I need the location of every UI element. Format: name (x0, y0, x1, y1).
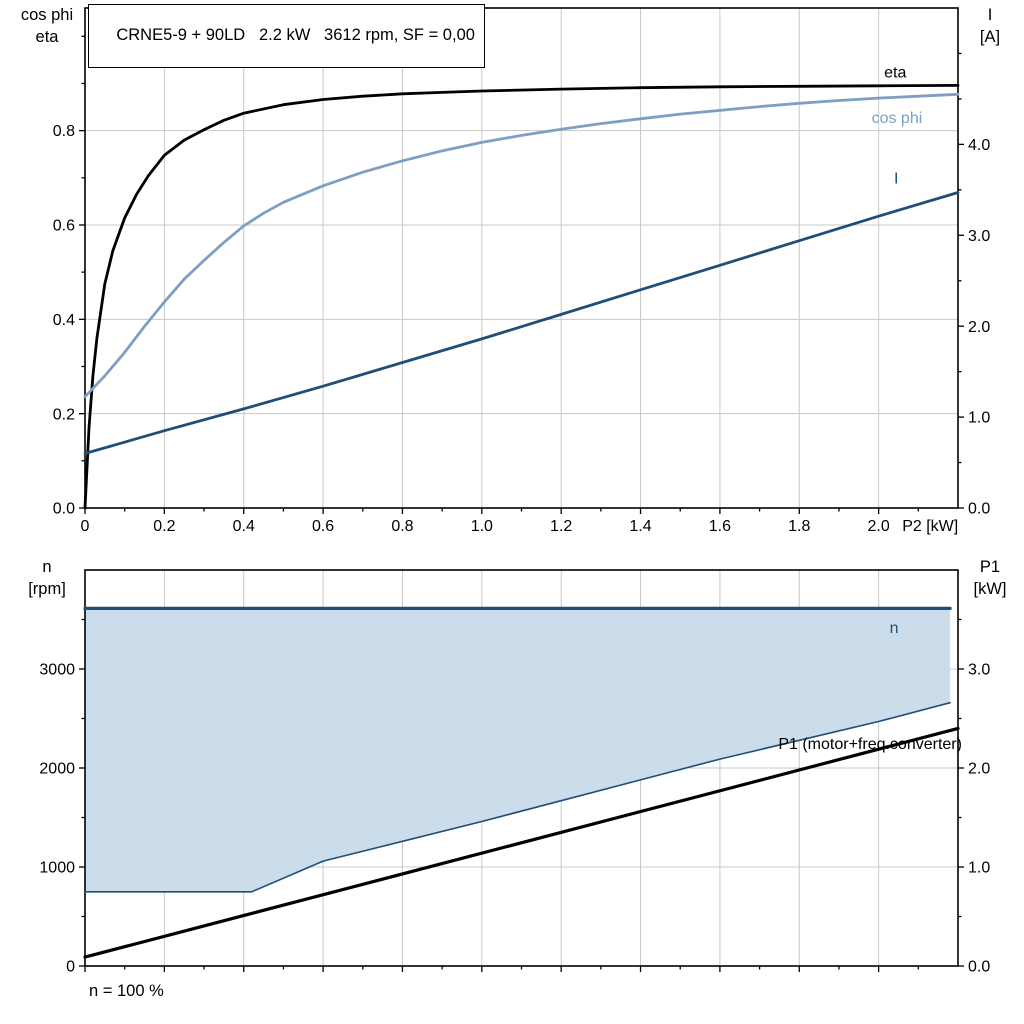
x-tick-label: 0.6 (312, 518, 334, 535)
y-left-tick-label: 2000 (39, 761, 75, 778)
curve-label-n: n (890, 620, 899, 637)
y-left-tick-label: 0.6 (53, 218, 75, 235)
curve-label-p1-motor-freq-converter: P1 (motor+freq.converter) (778, 736, 962, 753)
x-tick-label: 1.2 (550, 518, 572, 535)
y-right-tick-label: 2.0 (968, 761, 990, 778)
x-tick-label: 1.6 (709, 518, 731, 535)
curve-label-i: I (894, 170, 898, 187)
axis-title-line: cos phi (20, 6, 74, 24)
y-right-tick-label: 3.0 (968, 662, 990, 679)
axis-title-line: [kW] (973, 580, 1007, 598)
x-tick-label: 0.4 (233, 518, 255, 535)
y-left-tick-label: 0.8 (53, 123, 75, 140)
x-tick-label: 0.2 (153, 518, 175, 535)
x-axis-label: P2 [kW] (902, 518, 958, 535)
y-right-tick-label: 1.0 (968, 860, 990, 877)
plot-frame (84, 7, 959, 509)
axis-title-line: I (987, 6, 993, 24)
chart-title: CRNE5-9 + 90LD 2.2 kW 3612 rpm, SF = 0,0… (116, 26, 475, 44)
bottom-left-axis-title: n [rpm] (6, 556, 88, 600)
series-cos-phi (83, 92, 960, 399)
axis-title-line: n (42, 558, 52, 576)
y-right-tick-label: 1.0 (968, 410, 990, 427)
x-tick-label: 1.0 (471, 518, 493, 535)
y-left-tick-label: 0.4 (53, 312, 75, 329)
speed-range-area (85, 608, 951, 892)
series-eta (83, 84, 960, 510)
curve-label-cos-phi: cos phi (872, 110, 923, 127)
y-left-tick-label: 0 (66, 959, 75, 976)
y-right-tick-label: 0.0 (968, 501, 990, 518)
series-P1-motor-freq-converter (83, 726, 960, 959)
series-I (83, 191, 960, 455)
axis-title-line: eta (35, 28, 59, 46)
chart-speed-and-power: 0 1000 2000 3000 0.0 1.0 2.0 3.0 n P1 (motor+freq… (39, 569, 990, 976)
speed-footnote: n = 100 % (89, 982, 164, 1000)
x-tick-label: 0.8 (391, 518, 413, 535)
series-n-range-lower (84, 701, 951, 893)
axis-title-line: [rpm] (28, 580, 66, 598)
y-left-tick-label: 3000 (39, 662, 75, 679)
x-tick-label: 1.8 (788, 518, 810, 535)
y-left-tick-label: 1000 (39, 860, 75, 877)
x-tick-label: 1.4 (629, 518, 651, 535)
y-left-tick-label: 0.2 (53, 406, 75, 423)
y-right-tick-label: 3.0 (968, 228, 990, 245)
chart-title-box: CRNE5-9 + 90LD 2.2 kW 3612 rpm, SF = 0,0… (88, 4, 485, 68)
curve-label-eta: eta (884, 64, 906, 81)
axis-title-line: P1 (979, 558, 1001, 576)
bottom-right-axis-title: P1 [kW] (958, 556, 1022, 600)
top-right-axis-title: I [A] (958, 4, 1022, 48)
y-right-tick-label: 4.0 (968, 137, 990, 154)
x-tick-label: 2.0 (868, 518, 890, 535)
y-right-tick-label: 2.0 (968, 319, 990, 336)
y-left-tick-label: 0.0 (53, 501, 75, 518)
x-tick-label: 0 (81, 518, 90, 535)
chart-motor-performance: 0 0.2 0.4 0.6 0.8 1.0 1.2 1.4 1.6 1.8 2.0 P2 [kW] 0.… (53, 7, 990, 535)
top-left-axis-title: cos phi eta (6, 4, 88, 48)
axis-title-line: [A] (979, 28, 1001, 46)
y-right-tick-label: 0.0 (968, 959, 990, 976)
